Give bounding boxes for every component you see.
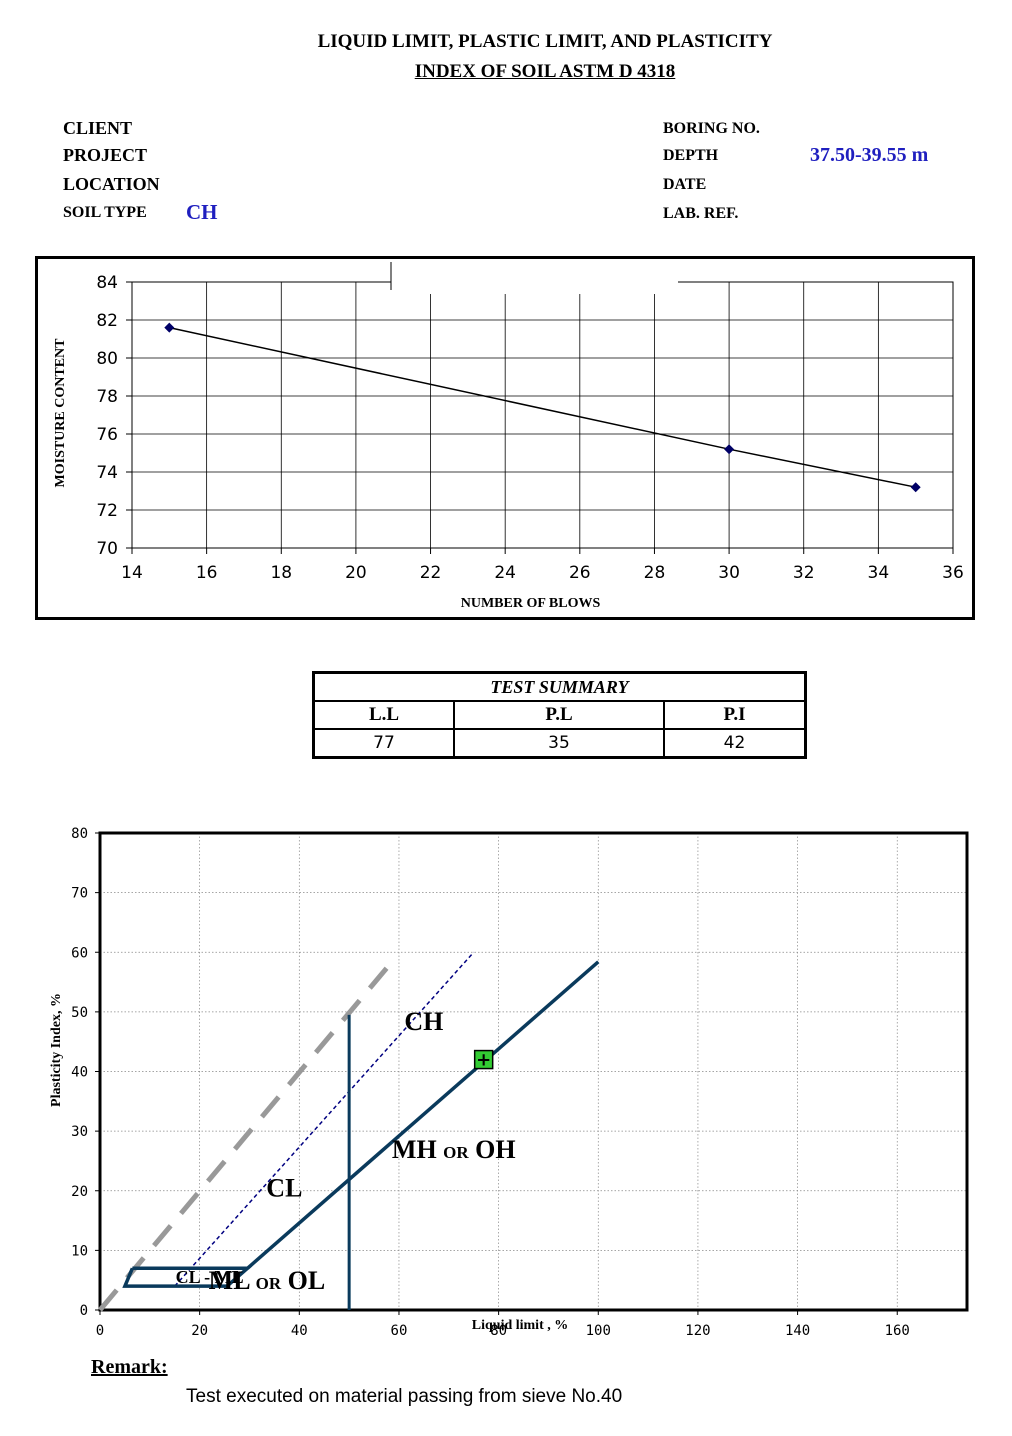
depth-value: 37.50-39.55 m [810,144,929,166]
x-tick-label: 80 [490,1323,507,1339]
x-tick-label: 18 [270,563,292,583]
y-tick-label: 82 [96,311,118,331]
y-tick-label: 10 [71,1243,88,1259]
x-tick-label: 100 [586,1323,611,1339]
x-tick-label: 26 [569,563,591,583]
y-tick-label: 50 [71,1005,88,1021]
project-label: PROJECT [63,145,148,165]
plot-area [131,281,954,549]
y-tick-label: 20 [71,1184,88,1200]
x-axis-label: NUMBER OF BLOWS [461,596,601,611]
flow-point [724,444,735,455]
x-tick-label: 160 [885,1323,910,1339]
y-tick-label: 84 [96,273,118,293]
zone-label-ml: ML OR OL [209,1266,326,1295]
y-tick-label: 80 [96,349,118,369]
y-tick-label: 70 [71,886,88,902]
u-line [98,954,399,1312]
pi-value: 42 [663,728,807,759]
plot-top-notch [391,262,678,294]
cl-ml-zone [122,1266,253,1288]
y-tick-label: 72 [96,501,118,521]
ll-header: L.L [312,700,455,730]
x-tick-label: 28 [644,563,666,583]
flow-curve-chart: 14 16 18 20 22 24 26 28 30 32 34 36 70 72 74 76 78 80 82 84… [53,262,964,611]
report-title-line2: INDEX OF SOIL ASTM D 4318 [414,61,676,82]
flow-curve-frame [35,256,975,620]
date-label: DATE [663,176,707,193]
boring-label: BORING NO. [663,120,760,137]
a-line [246,960,600,1270]
sample-point-mark: + [476,1050,491,1071]
y-tick-label: 74 [96,463,118,483]
zone-label-primary: MH [392,1135,443,1164]
y-axis-label: Plasticity Index, % [49,993,64,1107]
ll-value: 77 [312,728,455,759]
client-label: CLIENT [63,118,133,138]
lab-ref-label: LAB. REF. [663,205,739,222]
soil-type-value: CH [186,200,218,224]
remark-label: Remark: [91,1356,168,1378]
x-tick-label: 30 [718,563,740,583]
dotted-reference-line [174,951,475,1287]
depth-label: DEPTH [663,147,719,164]
zone-label-secondary: OL [281,1266,325,1295]
x-tick-label: 20 [345,563,367,583]
x-tick-label: 36 [942,563,964,583]
flow-point [910,482,921,493]
x-tick-label: 40 [291,1323,308,1339]
pl-header: P.L [453,700,665,730]
y-tick-label: 30 [71,1124,88,1140]
report-title-line1: LIQUID LIMIT, PLASTIC LIMIT, AND PLASTIC… [317,31,773,52]
soil-type-label: SOIL TYPE [63,204,147,221]
zone-label-primary: ML [209,1266,256,1295]
test-summary-table: TEST SUMMARY L.L P.L P.I 77 35 42 [312,671,807,759]
y-tick-label: 80 [71,826,88,842]
x-tick-label: 14 [121,563,143,583]
y-tick-label: 60 [71,945,88,961]
sample-point [473,1049,494,1070]
y-tick-label: 76 [96,425,118,445]
location-label: LOCATION [63,174,160,194]
zone-label-joiner: OR [256,1274,282,1293]
y-tick-label: 70 [96,539,118,559]
x-tick-label: 140 [785,1323,810,1339]
y-tick-label: 78 [96,387,118,407]
zone-label-cl: CL [266,1174,302,1203]
zone-label-cl-ml: CL - ML [176,1267,244,1287]
remark-text: Test executed on material passing from s… [186,1386,623,1407]
x-tick-label: 22 [420,563,442,583]
x-tick-label: 60 [391,1323,408,1339]
x-tick-label: 120 [685,1323,710,1339]
x-tick-label: 24 [494,563,516,583]
x-tick-label: 0 [96,1323,104,1339]
zone-label-ch: CH [404,1007,443,1036]
x-tick-label: 34 [868,563,890,583]
x-axis-label: Liquid limit , % [472,1318,568,1333]
y-tick-label: 40 [71,1065,88,1081]
zone-label-joiner: OR [443,1143,469,1162]
x-tick-label: 32 [793,563,815,583]
y-tick-label: 0 [80,1303,88,1319]
x-tick-label: 20 [191,1323,208,1339]
pl-value: 35 [453,728,665,759]
zone-label-secondary: OH [469,1135,516,1164]
y-axis-label: MOISTURE CONTENT [53,338,68,488]
flow-point [164,322,175,333]
x-tick-label: 16 [196,563,218,583]
zone-label-mh: MH OR OH [392,1135,516,1164]
pi-header: P.I [663,700,807,730]
